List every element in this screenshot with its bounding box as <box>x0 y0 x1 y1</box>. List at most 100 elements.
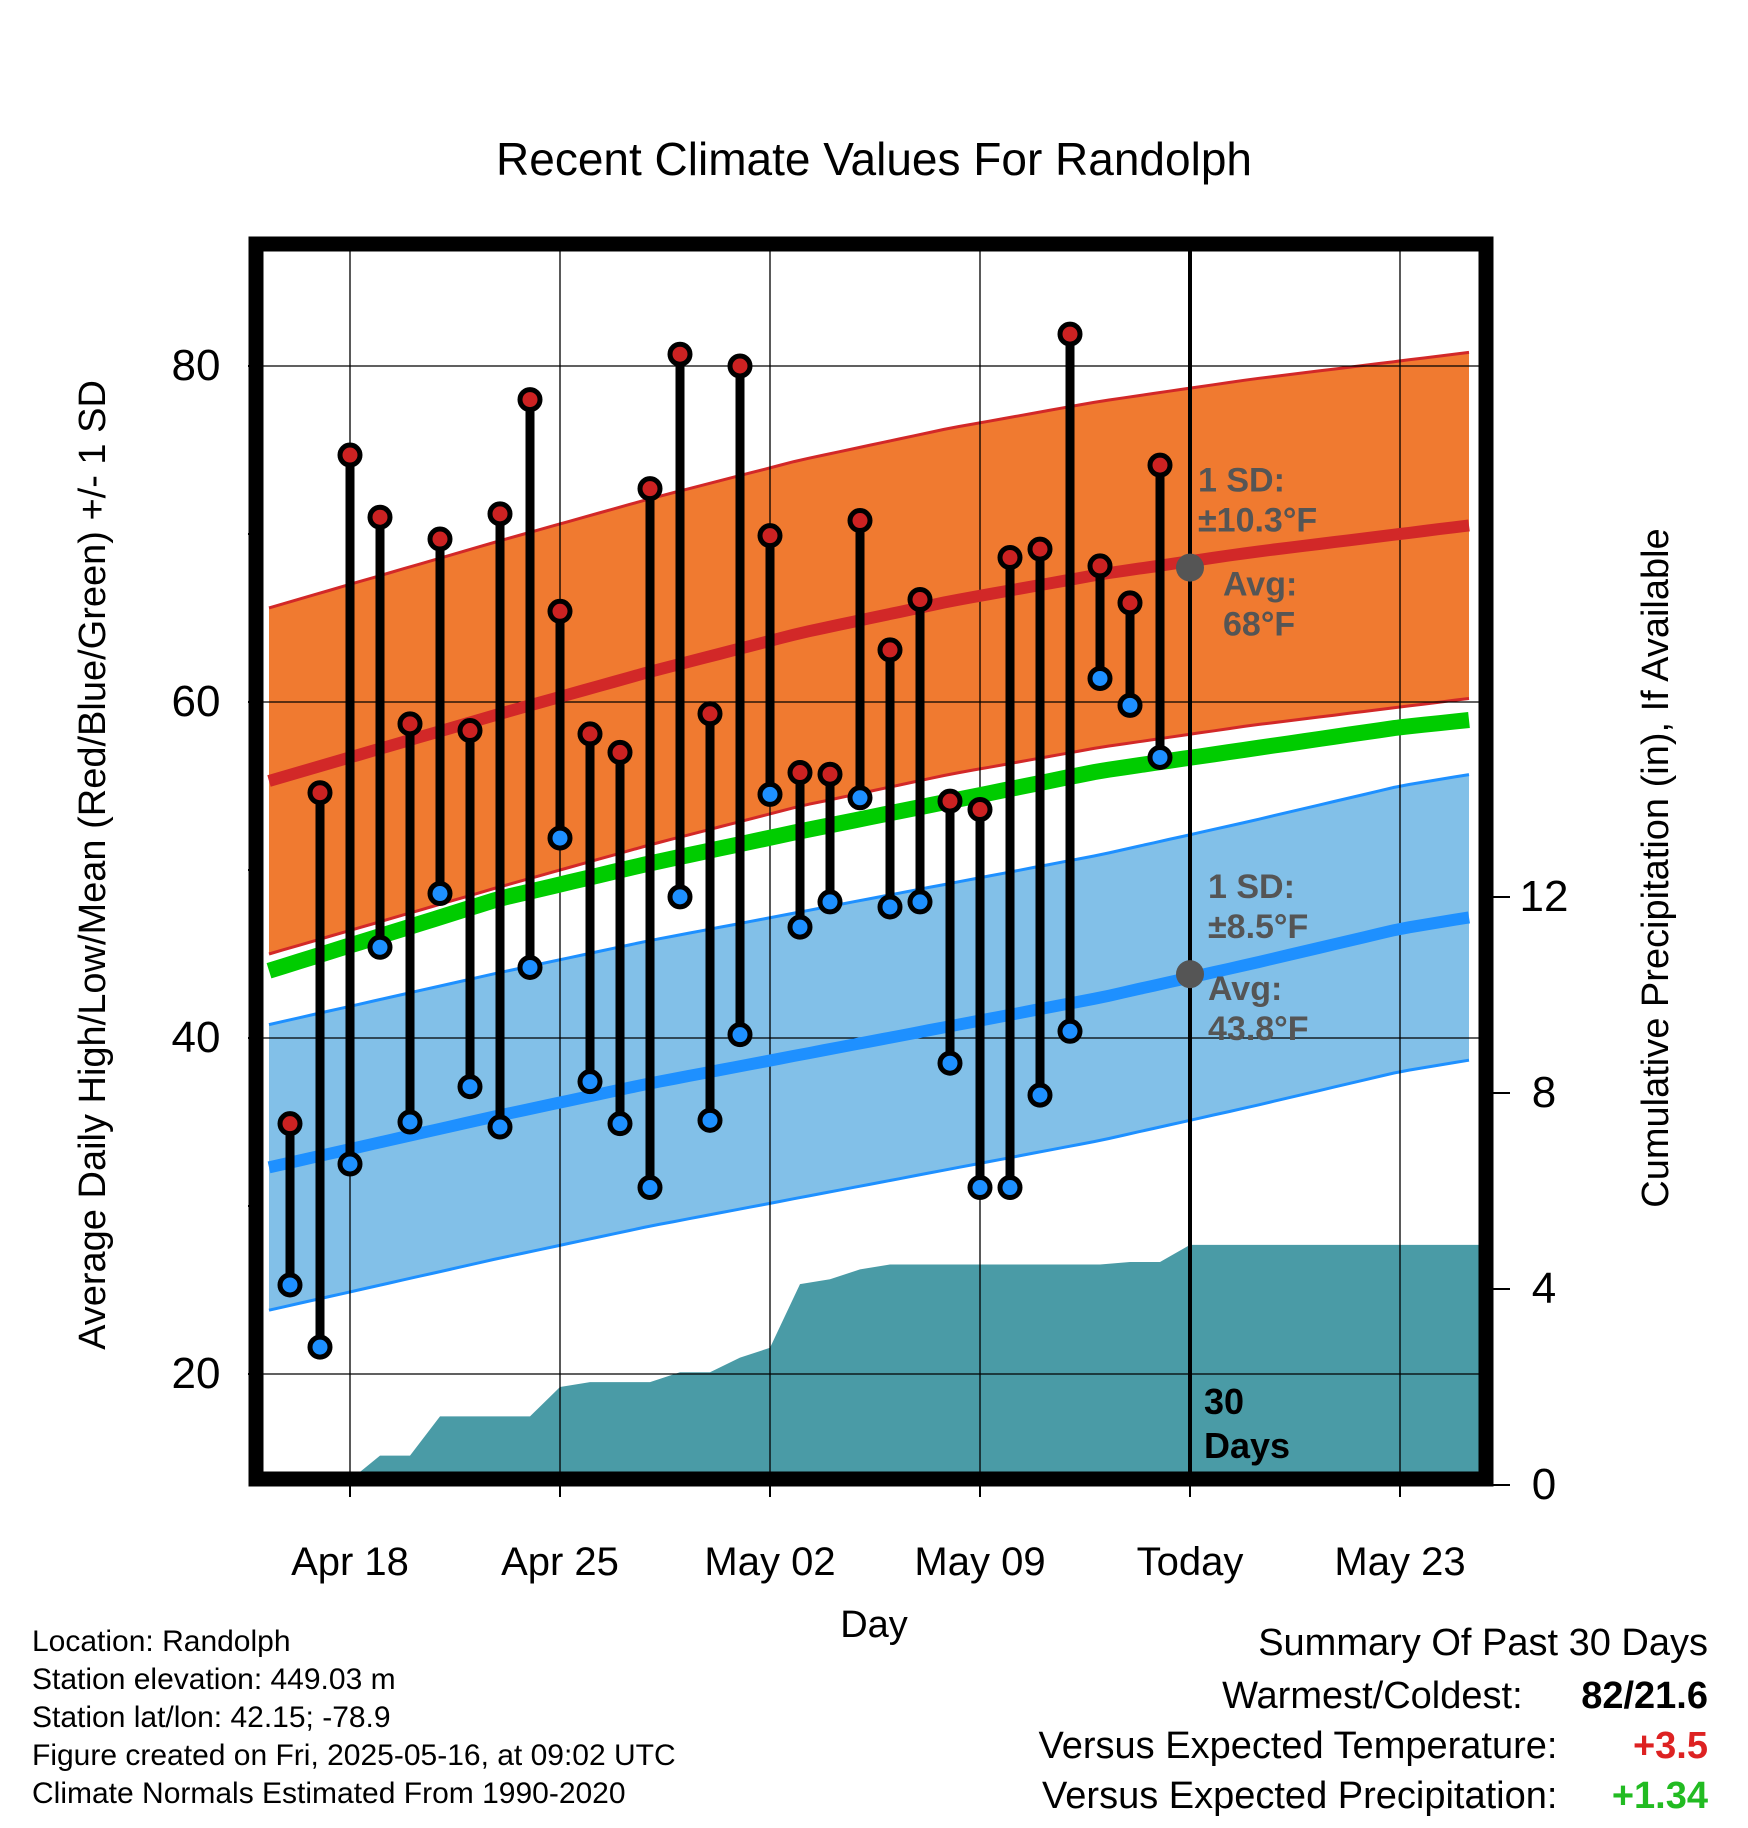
warmest-label: Warmest/Coldest: <box>1222 1675 1523 1717</box>
high-temp-point <box>937 788 963 814</box>
high-temp-point <box>1027 536 1053 562</box>
low-temp-point <box>787 914 813 940</box>
high-temp-point <box>637 476 663 502</box>
low-temp-point <box>277 1272 303 1298</box>
y-tick-label: 40 <box>172 1013 221 1062</box>
high-temp-point <box>1087 553 1113 579</box>
low-temp-point <box>817 889 843 915</box>
high-avg-marker <box>1176 553 1204 582</box>
high-temp-point <box>547 598 573 624</box>
warmest-value: 82/21.6 <box>1581 1675 1708 1717</box>
temp-label: Versus Expected Temperature: <box>1038 1725 1558 1767</box>
low-temp-point <box>757 781 783 807</box>
low-temp-point <box>337 1151 363 1177</box>
normals-text: Climate Normals Estimated From 1990-2020 <box>32 1777 626 1810</box>
low-temp-point <box>637 1175 663 1201</box>
elevation-text: Station elevation: 449.03 m <box>32 1663 396 1696</box>
high-temp-point <box>607 739 633 765</box>
low-temp-point <box>1057 1018 1083 1044</box>
window-days-label: Days <box>1204 1425 1290 1466</box>
precipitation-area <box>358 1244 1480 1473</box>
low-sd-value: ±8.5°F <box>1208 908 1308 946</box>
chart-title: Recent Climate Values For Randolph <box>496 133 1252 185</box>
high-temp-point <box>847 508 873 534</box>
high-sd-band <box>269 352 1469 954</box>
y2-tick-label: 12 <box>1520 872 1569 921</box>
low-temp-point <box>697 1107 723 1133</box>
low-temp-point <box>487 1114 513 1140</box>
low-temp-point <box>547 825 573 851</box>
summary-temperature: Versus Expected Temperature: +3.5 <box>1039 1725 1708 1768</box>
low-temp-point <box>667 884 693 910</box>
high-avg-value: 68°F <box>1223 606 1295 644</box>
low-temp-point <box>1117 692 1143 718</box>
high-temp-point <box>337 442 363 468</box>
high-temp-point <box>877 637 903 663</box>
high-temp-point <box>487 501 513 527</box>
high-temp-point <box>967 797 993 823</box>
low-temp-point <box>877 894 903 920</box>
low-temp-point <box>727 1022 753 1048</box>
low-temp-point <box>517 954 543 980</box>
high-temp-point <box>517 387 543 413</box>
low-temp-point <box>397 1109 423 1135</box>
high-temp-point <box>397 711 423 737</box>
low-temp-point <box>607 1111 633 1137</box>
high-temp-point <box>1057 321 1083 347</box>
high-sd-value: ±10.3°F <box>1198 502 1317 540</box>
high-temp-point <box>727 353 753 379</box>
x-tick-label: Apr 18 <box>291 1540 409 1584</box>
high-temp-point <box>367 504 393 530</box>
high-temp-point <box>817 761 843 787</box>
low-temp-point <box>577 1069 603 1095</box>
precip-value: +1.34 <box>1611 1775 1708 1817</box>
low-temp-point <box>1027 1082 1053 1108</box>
summary-precipitation: Versus Expected Precipitation: +1.34 <box>1042 1775 1708 1818</box>
high-temp-point <box>277 1111 303 1137</box>
high-temp-point <box>697 701 723 727</box>
low-avg-value: 43.8°F <box>1208 1010 1309 1048</box>
high-temp-point <box>787 760 813 786</box>
high-temp-point <box>1147 452 1173 478</box>
x-tick-label: Apr 25 <box>501 1540 619 1584</box>
station-info: Location: Randolph Station elevation: 44… <box>32 1623 676 1813</box>
y2-tick-label: 0 <box>1532 1460 1556 1509</box>
plot-frame <box>248 236 1494 1487</box>
created-text: Figure created on Fri, 2025-05-16, at 09… <box>32 1739 676 1772</box>
high-temp-point <box>757 523 783 549</box>
high-temp-point <box>997 545 1023 571</box>
low-temp-point <box>307 1334 333 1360</box>
low-temp-point <box>457 1074 483 1100</box>
high-avg-label: Avg: <box>1223 566 1297 604</box>
y2-tick-label: 8 <box>1532 1068 1556 1117</box>
y-tick-label: 20 <box>172 1349 221 1398</box>
y2-axis-title: Cumulative Precipitation (in), If Availa… <box>1635 528 1677 1207</box>
high-temp-point <box>577 721 603 747</box>
x-axis-title: Day <box>840 1604 908 1646</box>
low-avg-label: Avg: <box>1208 970 1282 1008</box>
high-temp-point <box>457 718 483 744</box>
low-temp-point <box>907 889 933 915</box>
high-temp-point <box>1117 590 1143 616</box>
low-band-lower-edge <box>268 1058 1470 1312</box>
high-sd-label: 1 SD: <box>1198 462 1285 500</box>
precip-label: Versus Expected Precipitation: <box>1042 1775 1558 1817</box>
temp-value: +3.5 <box>1632 1725 1708 1767</box>
x-tick-label: May 23 <box>1334 1540 1465 1584</box>
avg-low-line <box>267 911 1470 1174</box>
low-sd-label: 1 SD: <box>1208 868 1295 906</box>
latlon-text: Station lat/lon: 42.15; -78.9 <box>32 1701 391 1734</box>
location-text: Location: Randolph <box>32 1625 291 1658</box>
high-temp-point <box>667 341 693 367</box>
low-temp-point <box>367 934 393 960</box>
low-temp-point <box>427 881 453 907</box>
plot-area <box>262 250 1480 1473</box>
low-temp-point <box>997 1175 1023 1201</box>
low-temp-point <box>967 1175 993 1201</box>
summary-heading: Summary Of Past 30 Days <box>1258 1622 1708 1664</box>
high-band-upper-edge <box>268 350 1470 610</box>
y-axis-title: Average Daily High/Low/Mean (Red/Blue/Gr… <box>72 380 114 1350</box>
y-tick-label: 60 <box>172 677 221 726</box>
low-temp-point <box>847 785 873 811</box>
